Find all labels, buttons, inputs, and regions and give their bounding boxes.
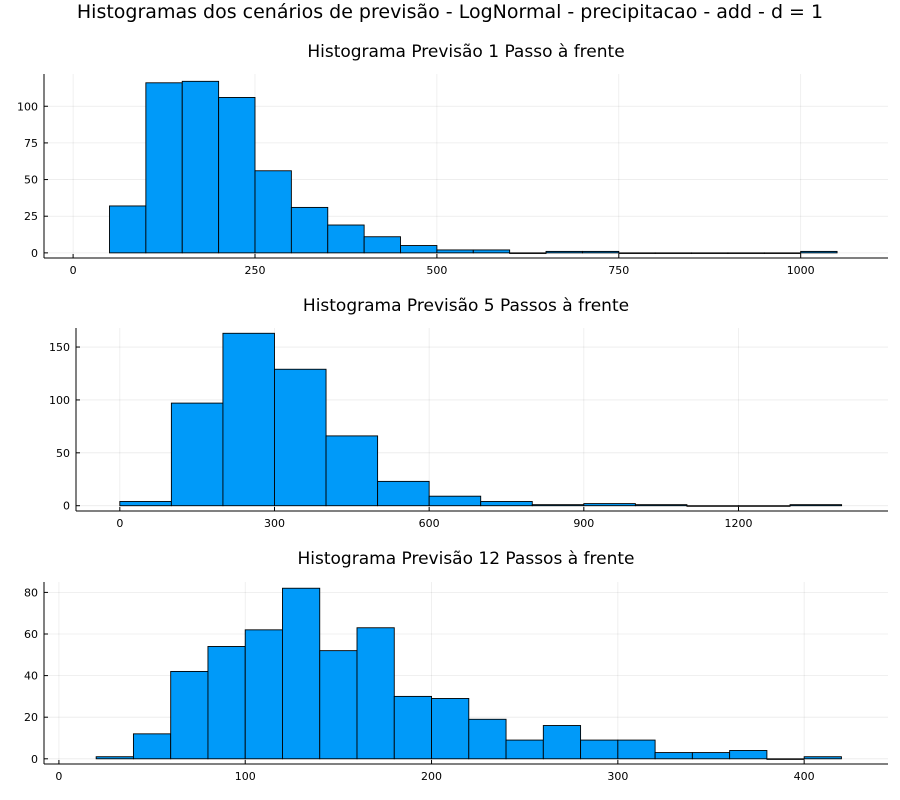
histogram-bar bbox=[545, 250, 583, 254]
x-tick-label: 1200 bbox=[724, 517, 752, 530]
y-tick-label: 100 bbox=[49, 394, 70, 407]
histogram-bar bbox=[505, 739, 544, 760]
histogram-bar bbox=[617, 739, 656, 760]
histogram-bar bbox=[583, 503, 636, 507]
histogram-bar bbox=[727, 252, 765, 254]
y-tick-label: 50 bbox=[24, 174, 38, 187]
histogram-bar bbox=[581, 250, 620, 254]
x-tick-label: 300 bbox=[607, 770, 628, 783]
y-tick-label: 80 bbox=[24, 586, 38, 599]
subplot-1: Histograma Previsão 1 Passo à frente 0 25… bbox=[17, 42, 888, 277]
histogram-bar bbox=[654, 752, 693, 760]
histogram-bar bbox=[325, 435, 379, 507]
histogram-bar bbox=[531, 504, 585, 507]
histogram-bar bbox=[274, 368, 327, 507]
histogram-bar bbox=[119, 501, 172, 507]
histogram-bar bbox=[254, 170, 292, 254]
x-tick-label: 400 bbox=[794, 770, 815, 783]
histogram-bar bbox=[789, 504, 843, 507]
x-tick-label: 900 bbox=[573, 517, 594, 530]
histogram-bar bbox=[428, 495, 482, 507]
histogram-bar bbox=[691, 252, 729, 254]
x-tick-label: 250 bbox=[245, 264, 266, 277]
histogram-bar bbox=[580, 739, 619, 760]
histogram-bar bbox=[618, 252, 656, 254]
histogram-bar bbox=[400, 245, 438, 254]
histogram-bar bbox=[170, 402, 224, 507]
histogram-bar bbox=[377, 480, 430, 507]
histogram-bar bbox=[170, 670, 209, 760]
x-tick-label: 200 bbox=[421, 770, 442, 783]
histogram-bar bbox=[654, 252, 693, 254]
y-tick-label: 0 bbox=[63, 500, 70, 513]
histogram-bar bbox=[244, 629, 283, 760]
x-tick-label: 0 bbox=[55, 770, 62, 783]
histogram-bar bbox=[542, 725, 582, 760]
histogram-bar bbox=[393, 695, 432, 760]
histogram-bar bbox=[686, 505, 739, 507]
histogram-bar bbox=[763, 252, 802, 254]
histogram-bar bbox=[207, 646, 246, 760]
histogram-bar bbox=[431, 698, 470, 760]
x-tick-label: 0 bbox=[70, 264, 77, 277]
histogram-bar bbox=[738, 505, 791, 507]
histogram-bar bbox=[468, 718, 507, 760]
x-tick-label: 100 bbox=[235, 770, 256, 783]
y-tick-label: 100 bbox=[17, 100, 38, 113]
histogram-bar bbox=[181, 80, 220, 254]
subplot-2-title: Histograma Previsão 5 Passos à frente bbox=[303, 296, 629, 316]
histogram-bar bbox=[109, 205, 147, 254]
histogram-bar bbox=[800, 250, 838, 254]
histogram-bar bbox=[480, 501, 533, 507]
y-tick-label: 60 bbox=[24, 628, 38, 641]
y-tick-label: 0 bbox=[31, 247, 38, 260]
x-tick-label: 0 bbox=[116, 517, 123, 530]
x-tick-label: 600 bbox=[419, 517, 440, 530]
y-tick-label: 150 bbox=[49, 341, 70, 354]
y-tick-label: 20 bbox=[24, 711, 38, 724]
histogram-bar bbox=[145, 82, 183, 254]
histogram-bar bbox=[634, 504, 688, 507]
histogram-bar bbox=[356, 627, 395, 760]
y-tick-label: 50 bbox=[56, 447, 70, 460]
subplot-2: Histograma Previsão 5 Passos à frente 0 3… bbox=[49, 296, 888, 530]
histogram-bar bbox=[766, 758, 805, 760]
histogram-bar bbox=[729, 750, 768, 760]
histogram-bar bbox=[218, 97, 256, 254]
histogram-bar bbox=[290, 206, 329, 254]
x-tick-label: 300 bbox=[264, 517, 285, 530]
histogram-bar bbox=[803, 756, 842, 760]
histogram-bar bbox=[132, 733, 172, 760]
y-tick-label: 40 bbox=[24, 670, 38, 683]
histogram-bar bbox=[472, 249, 511, 254]
subplot-3: Histograma Previsão 12 Passos à frente 0… bbox=[24, 549, 888, 783]
x-tick-label: 500 bbox=[426, 264, 447, 277]
x-tick-label: 750 bbox=[608, 264, 629, 277]
histogram-bar bbox=[327, 224, 365, 254]
y-tick-label: 75 bbox=[24, 137, 38, 150]
x-tick-label: 1000 bbox=[787, 264, 815, 277]
y-tick-label: 0 bbox=[31, 753, 38, 766]
histogram-bar bbox=[436, 249, 474, 254]
histogram-bar bbox=[282, 587, 321, 760]
y-tick-label: 25 bbox=[24, 210, 38, 223]
histogram-bar bbox=[319, 650, 358, 760]
subplot-3-title: Histograma Previsão 12 Passos à frente bbox=[298, 549, 635, 569]
figure-title: Histogramas dos cenários de previsão - L… bbox=[77, 1, 823, 23]
histogram-bar bbox=[222, 332, 275, 507]
histogram-bar bbox=[691, 752, 731, 760]
histogram-bar bbox=[363, 236, 401, 254]
histogram-bar bbox=[95, 756, 134, 760]
histogram-bar bbox=[509, 252, 547, 254]
subplot-1-title: Histograma Previsão 1 Passo à frente bbox=[307, 42, 624, 62]
